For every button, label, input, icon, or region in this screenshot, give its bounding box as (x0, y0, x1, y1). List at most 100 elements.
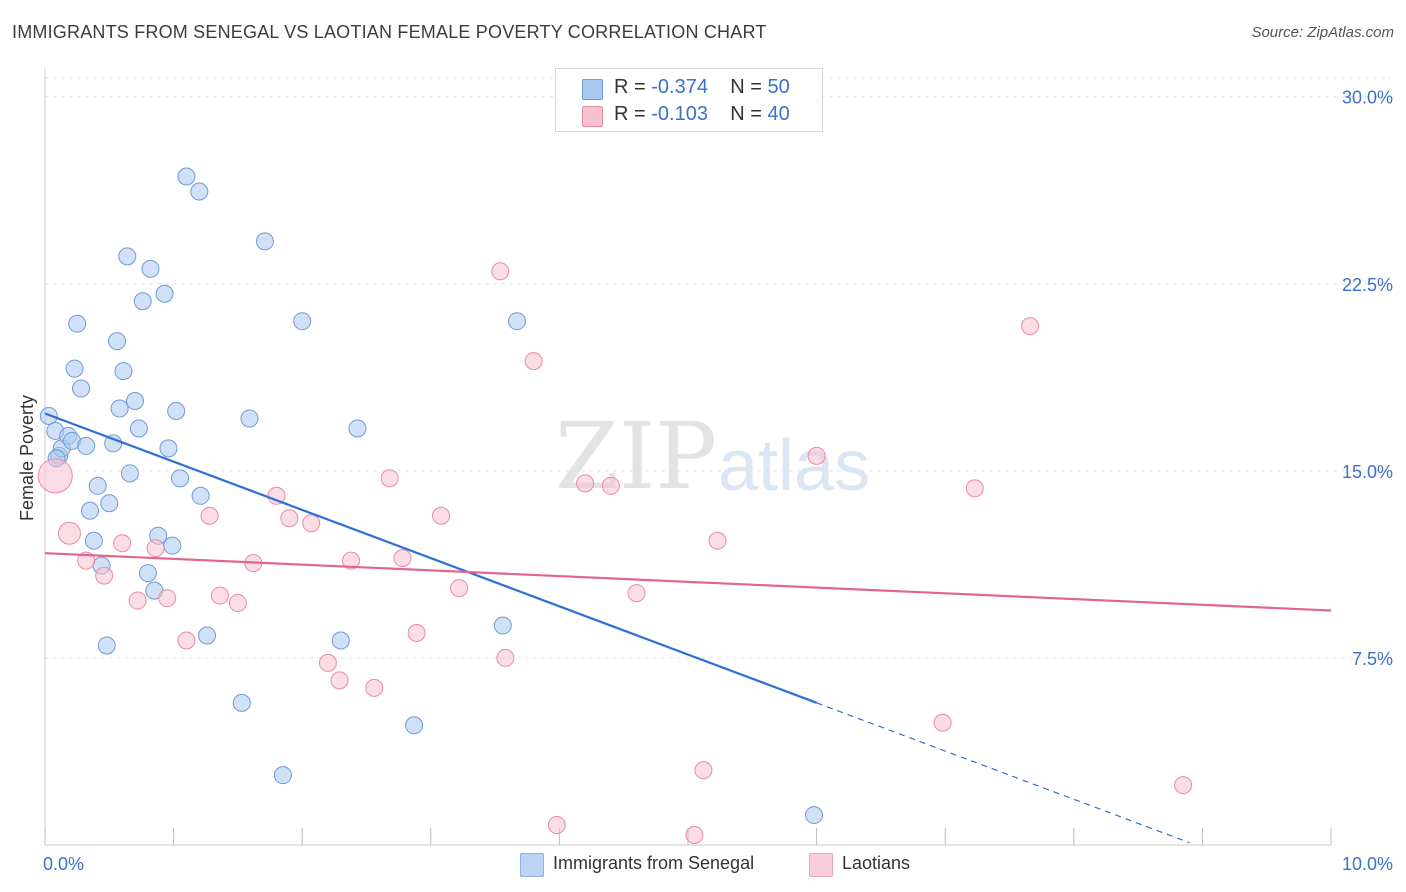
point-senegal-23 (129, 419, 148, 438)
legend-r-label: R = (614, 76, 652, 98)
point-laotians-24 (450, 579, 469, 598)
point-senegal-19 (114, 362, 133, 381)
chart-title: IMMIGRANTS FROM SENEGAL VS LAOTIAN FEMAL… (12, 22, 767, 42)
point-laotians-11 (228, 594, 247, 613)
point-laotians-39 (1174, 776, 1193, 795)
point-laotians-4 (113, 534, 132, 553)
point-senegal-15 (100, 494, 119, 513)
watermark: ZIP atlas (555, 403, 870, 510)
y-tick-label-3: 30.0% (1342, 88, 1393, 108)
point-senegal-46 (493, 616, 512, 635)
x-tick-labels: 0.0% 10.0% (43, 854, 1393, 874)
point-senegal-34 (177, 167, 196, 186)
point-senegal-17 (108, 332, 127, 351)
point-laotians-30 (601, 476, 620, 495)
watermark-atlas: atlas (718, 426, 870, 506)
point-senegal-12 (88, 476, 107, 495)
point-laotians-23 (432, 506, 451, 525)
y-tick-labels: 7.5% 15.0% 22.5% 30.0% (1342, 88, 1393, 669)
point-laotians-5 (128, 591, 147, 610)
point-laotians-21 (393, 549, 412, 568)
point-senegal-25 (138, 564, 157, 583)
point-senegal-41 (273, 766, 292, 785)
point-senegal-29 (155, 284, 174, 303)
data-points (37, 167, 1193, 845)
trend-line-senegal-extension (816, 702, 1190, 844)
point-senegal-43 (331, 631, 350, 650)
point-laotians-19 (365, 678, 384, 697)
point-laotians-7 (158, 589, 177, 608)
point-laotians-36 (933, 713, 952, 732)
point-laotians-6 (146, 539, 165, 558)
point-laotians-10 (210, 586, 229, 605)
point-senegal-18 (110, 399, 129, 418)
point-laotians-27 (524, 352, 543, 371)
x-tick-label-0: 0.0% (43, 854, 84, 874)
point-laotians-3 (95, 566, 114, 585)
legend-swatch-senegal (582, 79, 603, 100)
point-laotians-18 (342, 551, 361, 570)
point-senegal-38 (232, 693, 251, 712)
point-senegal-24 (133, 292, 152, 311)
axes (44, 68, 1332, 846)
point-laotians-31 (627, 584, 646, 603)
y-axis-label: Female Poverty (17, 395, 37, 521)
point-laotians-17 (330, 671, 349, 690)
point-laotians-9 (200, 506, 219, 525)
trend-line-laotians (44, 552, 1332, 612)
legend-swatch-laotians (582, 106, 603, 127)
point-senegal-20 (118, 247, 137, 266)
point-senegal-37 (198, 626, 217, 645)
point-laotians-32 (685, 826, 704, 845)
trend-line-senegal (44, 412, 817, 704)
legend-r-value: -0.103 (651, 103, 708, 125)
series-swatch-senegal (520, 853, 544, 877)
point-laotians-16 (318, 653, 337, 672)
point-senegal-14 (97, 636, 116, 655)
source-label: Source: ZipAtlas.com (1251, 24, 1394, 41)
point-laotians-33 (694, 761, 713, 780)
point-senegal-48 (805, 806, 824, 825)
legend-n-value: 40 (767, 103, 790, 125)
point-senegal-36 (191, 486, 210, 505)
point-senegal-21 (120, 464, 139, 483)
point-senegal-16 (104, 434, 123, 453)
series-label-laotians: Laotians (842, 853, 911, 873)
point-senegal-7 (68, 314, 87, 333)
stats-legend: R = -0.374 N = 50 R = -0.103 N = 40 (555, 68, 823, 132)
point-senegal-26 (141, 259, 160, 278)
point-senegal-44 (348, 419, 367, 438)
legend-n-label: N = (730, 76, 768, 98)
gridlines (45, 77, 1391, 659)
point-laotians-38 (1021, 317, 1040, 336)
point-senegal-30 (159, 439, 178, 458)
point-senegal-31 (163, 536, 182, 555)
x-tick-label-1: 10.0% (1342, 854, 1393, 874)
point-senegal-8 (72, 379, 91, 398)
legend-r-label: R = (614, 103, 652, 125)
y-tick-label-1: 15.0% (1342, 462, 1393, 482)
point-laotians-28 (547, 816, 566, 835)
point-senegal-39 (240, 409, 259, 428)
legend-n-label: N = (730, 103, 768, 125)
point-laotians-2 (77, 551, 96, 570)
series-swatch-laotians (809, 853, 833, 877)
point-laotians-34 (708, 531, 727, 550)
point-laotians-13 (267, 486, 286, 505)
point-senegal-9 (77, 436, 96, 455)
watermark-zip: ZIP (555, 403, 717, 510)
point-senegal-11 (84, 531, 103, 550)
point-senegal-22 (126, 392, 145, 411)
point-laotians-14 (280, 509, 299, 528)
point-laotians-35 (807, 446, 826, 465)
point-laotians-25 (491, 262, 510, 281)
point-senegal-45 (405, 716, 424, 735)
series-label-senegal: Immigrants from Senegal (553, 853, 755, 873)
point-laotians-0 (37, 458, 73, 494)
point-laotians-26 (496, 648, 515, 667)
point-laotians-1 (57, 521, 81, 545)
series-legend: Immigrants from Senegal Laotians (0, 852, 1406, 878)
point-laotians-8 (177, 631, 196, 650)
point-senegal-6 (65, 359, 84, 378)
